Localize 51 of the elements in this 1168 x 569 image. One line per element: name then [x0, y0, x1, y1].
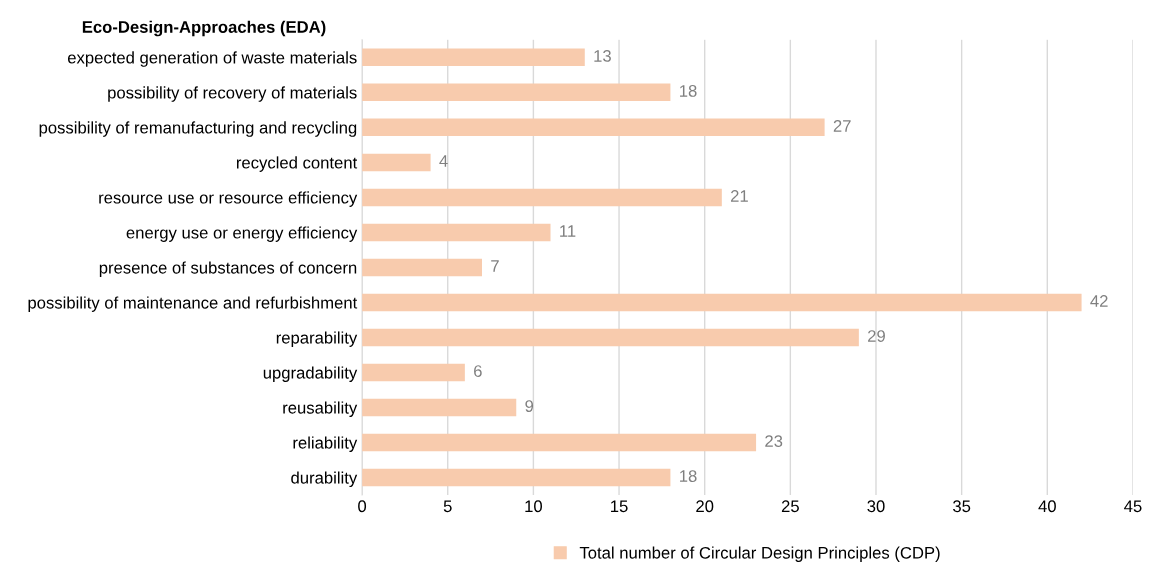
legend-label: Total number of Circular Design Principles (CDP)	[579, 546, 940, 562]
bar	[362, 468, 671, 487]
data-label: 21	[731, 190, 748, 202]
bar	[362, 188, 722, 207]
y-tick-label: possibility of maintenance and refurbishment	[28, 296, 358, 312]
y-tick-label: presence of substances of concern	[99, 261, 357, 277]
y-tick-label: reparability	[276, 331, 358, 347]
bar	[362, 363, 465, 382]
x-tick-label: 25	[781, 500, 799, 513]
x-tick-label: 0	[358, 500, 367, 513]
data-label: 29	[868, 330, 885, 342]
bar	[362, 48, 585, 67]
y-tick-label: possibility of recovery of materials	[108, 86, 357, 102]
data-label: 7	[491, 260, 499, 272]
data-label: 23	[765, 435, 783, 447]
y-tick-label: upgradability	[263, 366, 358, 382]
y-tick-label: recycled content	[236, 156, 358, 172]
y-tick-label: reliability	[293, 436, 358, 452]
data-label: 9	[525, 400, 534, 412]
x-tick-label: 40	[1038, 500, 1056, 513]
bar	[362, 223, 551, 242]
x-tick-label: 10	[525, 500, 542, 513]
bar	[362, 328, 859, 347]
x-tick-label: 15	[611, 500, 628, 513]
data-label: 11	[560, 225, 576, 237]
data-label: 6	[474, 365, 482, 377]
data-label: 27	[833, 120, 851, 132]
bar	[362, 153, 431, 172]
y-tick-label: resource use or resource efficiency	[99, 191, 358, 207]
x-tick-label: 30	[867, 500, 885, 513]
data-label: 18	[680, 85, 697, 97]
data-label: 42	[1090, 295, 1108, 307]
bar	[362, 118, 825, 137]
data-label: 18	[680, 470, 697, 482]
x-tick-label: 20	[696, 500, 714, 513]
y-tick-label: durability	[291, 471, 358, 488]
y-tick-label: possibility of remanufacturing and recycling	[39, 121, 357, 137]
data-label: 13	[594, 50, 611, 62]
y-tick-label: energy use or energy efficiency	[126, 226, 358, 242]
data-label: 4	[439, 155, 448, 167]
bar	[362, 398, 517, 417]
text: Eco-Design-Approaches (EDA)	[82, 20, 326, 37]
bar	[362, 433, 757, 452]
bar	[362, 293, 1082, 312]
x-tick-label: 35	[953, 500, 971, 513]
x-tick-label: 45	[1124, 500, 1142, 513]
y-tick-label: expected generation of waste materials	[67, 51, 357, 67]
bar	[362, 83, 671, 102]
x-tick-label: 5	[443, 500, 452, 513]
y-tick-label: reusability	[283, 401, 358, 417]
bar	[362, 258, 482, 277]
